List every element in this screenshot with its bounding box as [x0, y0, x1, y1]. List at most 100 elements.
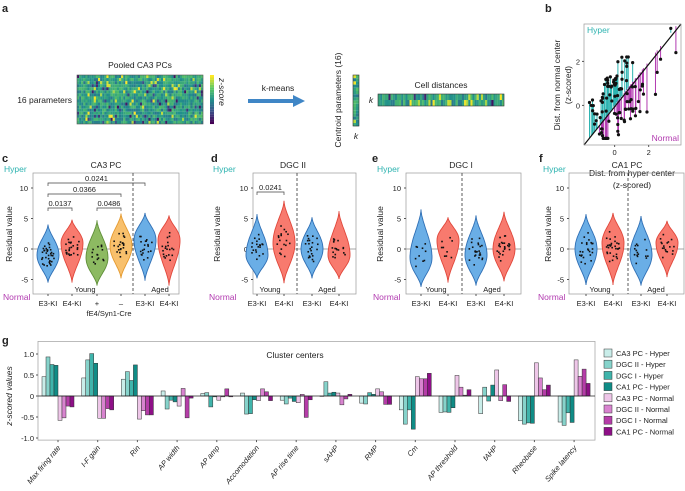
data-point: [119, 255, 122, 258]
heatmap-cell: [158, 81, 162, 85]
distance-cell: [380, 100, 383, 106]
heatmap-cell: [137, 111, 141, 115]
heatmap-cell: [135, 120, 138, 124]
heatmap-cell: [198, 99, 201, 103]
heatmap-cell: [154, 75, 157, 79]
distance-cell: [411, 94, 414, 100]
heatmap-cell: [116, 96, 120, 100]
y-tick-label: 10: [20, 184, 28, 193]
bar: [379, 391, 384, 397]
heatmap-cell: [171, 114, 174, 118]
data-point: [68, 254, 71, 257]
data-point: [42, 247, 45, 250]
heatmap-cell: [81, 87, 84, 91]
heatmap-cell: [123, 96, 126, 100]
heatmap-cell: [175, 105, 178, 109]
scatter-point: [601, 96, 605, 100]
heatmap-cell: [93, 84, 96, 88]
heatmap-cell: [125, 114, 128, 118]
heatmap-cell: [171, 93, 174, 97]
scatter-point: [616, 133, 621, 137]
heatmap-cell: [161, 78, 164, 82]
heatmap-cell: [119, 102, 122, 106]
heatmap-cell: [165, 108, 168, 112]
legend-swatch: [603, 393, 613, 403]
heatmap-cell: [198, 105, 201, 109]
heatmap-cell: [104, 87, 107, 91]
data-point: [449, 236, 451, 239]
data-point: [608, 231, 611, 233]
heatmap-cell: [119, 99, 122, 103]
heatmap-cell: [110, 87, 113, 91]
heatmap-cell: [198, 81, 201, 85]
heatmap-cell: [77, 102, 80, 106]
data-point: [140, 253, 143, 256]
data-point: [607, 246, 610, 249]
heatmap-cell: [173, 81, 176, 85]
heatmap-cell: [140, 114, 143, 118]
heatmap-cell: [119, 108, 122, 112]
heatmap-cell: [196, 99, 199, 103]
data-point: [91, 251, 94, 254]
scatter-point: [618, 87, 623, 91]
heatmap-cell: [144, 96, 147, 100]
heatmap-cell: [192, 114, 195, 118]
heatmap-cell: [173, 117, 176, 121]
heatmap-cell: [150, 99, 153, 103]
legend-label: DGC I - Hyper: [616, 371, 664, 380]
bar: [450, 395, 456, 409]
y-axis-label: Dist. from normal center: [552, 39, 562, 130]
heatmap-cell: [150, 96, 153, 100]
heatmap-cell: [91, 102, 94, 106]
heatmap-cell: [89, 114, 92, 118]
heatmap-cell: [137, 96, 141, 100]
data-point: [585, 243, 588, 246]
heatmap-cell: [188, 75, 191, 79]
hyper-label: Hyper: [377, 164, 400, 174]
data-point: [165, 255, 168, 257]
heatmap-cell: [167, 87, 170, 91]
heatmap-cell: [192, 96, 195, 100]
heatmap-cell: [95, 87, 99, 91]
heatmap-cell: [91, 87, 94, 91]
heatmap-cell: [167, 102, 170, 106]
data-point: [72, 252, 75, 255]
data-point: [69, 241, 72, 244]
heatmap-cell: [125, 102, 128, 106]
data-point: [416, 246, 419, 248]
data-point: [312, 235, 314, 237]
data-point: [149, 250, 152, 252]
data-point: [441, 240, 443, 243]
distance-cell: [382, 100, 385, 106]
heatmap-cell: [85, 84, 88, 88]
y-tick-label: 5: [560, 215, 564, 224]
bar: [454, 375, 460, 397]
distance-cell: [382, 94, 385, 100]
heatmap-cell: [175, 78, 178, 82]
data-point: [310, 246, 313, 248]
distance-cell: [438, 100, 442, 106]
heatmap-cell: [116, 93, 120, 97]
data-point: [172, 248, 175, 251]
distance-cell: [428, 100, 431, 106]
heatmap-cell: [190, 84, 193, 88]
heatmap-cell: [188, 114, 191, 118]
centroid-matrix: [352, 74, 360, 127]
data-point: [147, 243, 149, 246]
panel-letter-a: a: [2, 3, 9, 15]
heatmap-cell: [163, 111, 166, 115]
bar: [486, 395, 491, 402]
data-point: [65, 249, 67, 252]
distance-cell: [499, 100, 502, 106]
heatmap-cell: [146, 90, 149, 94]
heatmap-cell: [89, 93, 92, 97]
heatmap-cell: [148, 102, 151, 106]
heatmap-cell: [156, 120, 159, 124]
heatmap-cell: [184, 117, 187, 121]
heatmap-cell: [177, 93, 180, 97]
bar: [216, 395, 222, 401]
data-point: [78, 240, 80, 243]
scatter-point: [601, 136, 605, 140]
heatmap-cell: [133, 114, 136, 118]
